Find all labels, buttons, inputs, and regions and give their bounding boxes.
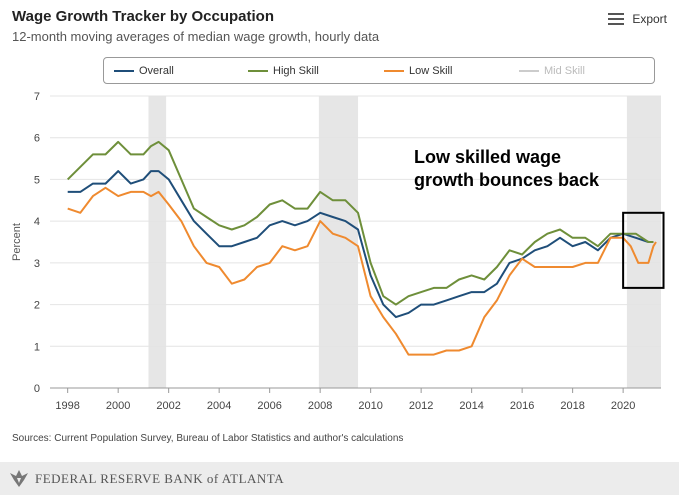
x-tick-label: 2010 xyxy=(358,400,382,412)
x-tick-label: 2000 xyxy=(106,400,130,412)
chart-subtitle: 12-month moving averages of median wage … xyxy=(12,29,380,44)
x-tick-label: 2002 xyxy=(156,400,180,412)
y-tick-label: 1 xyxy=(34,341,40,353)
legend-swatch xyxy=(114,70,134,72)
legend-swatch xyxy=(384,70,404,72)
x-tick-label: 2004 xyxy=(207,400,231,412)
menu-icon xyxy=(608,13,625,25)
export-button[interactable]: Export xyxy=(608,12,667,26)
legend-label: High Skill xyxy=(273,65,319,77)
footer-bar: FEDERAL RESERVE BANK of ATLANTA xyxy=(0,462,679,495)
series-line-high-skill xyxy=(66,140,654,306)
x-tick-label: 2012 xyxy=(409,400,433,412)
y-tick-label: 2 xyxy=(34,300,40,312)
y-tick-label: 4 xyxy=(34,216,40,228)
y-tick-label: 3 xyxy=(34,258,40,270)
y-axis-label: Percent xyxy=(11,223,23,261)
legend-label: Low Skill xyxy=(409,65,453,77)
legend-swatch xyxy=(519,70,539,72)
x-tick-label: 2008 xyxy=(308,400,332,412)
legend: Overall High Skill Low Skill Mid Skill xyxy=(103,57,655,84)
y-tick-label: 5 xyxy=(34,174,40,186)
annotation-line-1: Low skilled wage xyxy=(414,147,561,167)
sources-note: Sources: Current Population Survey, Bure… xyxy=(12,433,404,444)
x-tick-label: 2016 xyxy=(510,400,534,412)
highlight-box xyxy=(622,211,665,289)
legend-item-low-skill[interactable]: Low Skill xyxy=(384,65,452,77)
wage-growth-chart: 0 1 2 3 4 5 6 7 1998 2000 2002 2004 2006 2008 2010 2012… xyxy=(11,91,665,412)
eagle-seal-icon xyxy=(10,470,28,487)
y-tick-label: 7 xyxy=(34,91,40,103)
export-label: Export xyxy=(632,12,667,26)
recession-band xyxy=(148,96,167,388)
annotation-line-2: growth bounces back xyxy=(414,170,600,190)
chart-title: Wage Growth Tracker by Occupation xyxy=(12,8,275,25)
x-tick-label: 1998 xyxy=(55,400,79,412)
x-tick-label: 2018 xyxy=(560,400,584,412)
legend-item-overall[interactable]: Overall xyxy=(114,65,174,77)
legend-item-mid-skill[interactable]: Mid Skill xyxy=(519,65,585,77)
legend-label: Mid Skill xyxy=(544,65,585,77)
x-tick-label: 2006 xyxy=(257,400,281,412)
y-tick-label: 0 xyxy=(34,383,40,395)
y-tick-label: 6 xyxy=(34,133,40,145)
legend-item-high-skill[interactable]: High Skill xyxy=(248,65,319,77)
legend-swatch xyxy=(248,70,268,72)
x-tick-label: 2014 xyxy=(459,400,483,412)
series-line-overall xyxy=(67,170,654,319)
bank-name: FEDERAL RESERVE BANK of ATLANTA xyxy=(35,471,285,486)
legend-label: Overall xyxy=(139,65,174,77)
series-line-low-skill xyxy=(67,186,657,356)
x-tick-label: 2020 xyxy=(611,400,635,412)
